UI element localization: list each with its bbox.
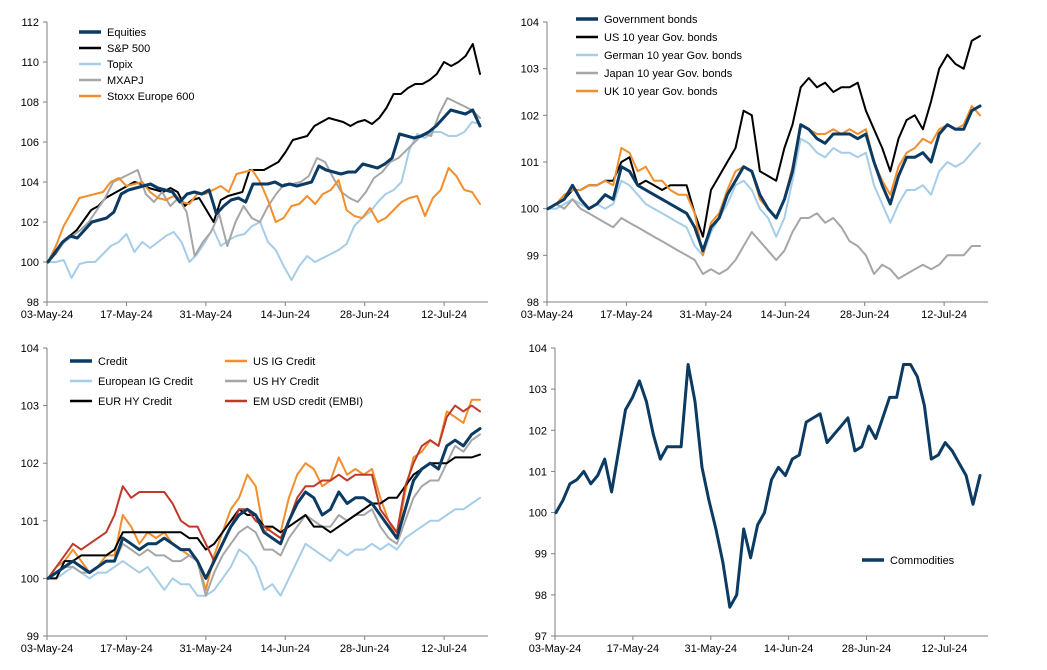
- series-line-em-usd-credit-embi: [47, 404, 481, 580]
- x-tick-label: 12-Jul-24: [421, 643, 467, 655]
- legend-entry: German 10 year Gov. bonds: [604, 50, 742, 62]
- legend-entry: Stoxx Europe 600: [107, 91, 194, 103]
- x-tick-label: 28-Jun-24: [340, 309, 390, 321]
- series-line-commodities: [554, 363, 982, 609]
- y-tick-label: 101: [529, 466, 547, 478]
- legend-entry: US 10 year Gov. bonds: [604, 32, 718, 44]
- y-tick-label: 104: [21, 343, 39, 355]
- legend-entry: US IG Credit: [253, 356, 315, 368]
- x-tick-label: 31-May-24: [684, 643, 737, 655]
- series-line-japan-10-year-gov-bonds: [547, 198, 981, 280]
- y-tick-label: 103: [529, 384, 547, 396]
- x-tick-label: 03-May-24: [529, 643, 582, 655]
- y-tick-label: 102: [521, 110, 539, 122]
- x-tick-label: 14-Jun-24: [260, 643, 310, 655]
- x-tick-label: 12-Jul-24: [921, 643, 967, 655]
- legend-entry: Equities: [107, 27, 147, 39]
- legend-entry: EUR HY Credit: [98, 396, 172, 408]
- y-tick-label: 102: [21, 458, 39, 470]
- series-line-stoxx-europe-600: [47, 167, 481, 263]
- legend-entry: US HY Credit: [253, 376, 319, 388]
- x-tick-label: 28-Jun-24: [842, 643, 892, 655]
- y-tick-label: 100: [21, 257, 39, 269]
- y-tick-label: 100: [21, 573, 39, 585]
- y-tick-label: 99: [527, 250, 539, 262]
- y-tick-label: 102: [529, 425, 547, 437]
- legend-entry: UK 10 year Gov. bonds: [604, 86, 718, 98]
- y-tick-label: 101: [521, 157, 539, 169]
- legend-entry: S&P 500: [107, 43, 150, 55]
- y-tick-label: 99: [27, 631, 39, 643]
- legend: Equities S&P 500 Topix MXAPJ Stoxx Europe 60…: [79, 27, 194, 103]
- legend: Credit US IG Credit European IG Credit US H…: [70, 356, 363, 408]
- series-line-government-bonds: [546, 104, 982, 253]
- legend: Commodities: [862, 555, 955, 567]
- series-line-equities: [46, 108, 482, 264]
- y-tick-label: 102: [21, 217, 39, 229]
- x-tick-label: 28-Jun-24: [340, 643, 390, 655]
- series-line-german-10-year-gov-bonds: [547, 137, 981, 257]
- y-tick-label: 106: [21, 137, 39, 149]
- chart-1: 98 100 102 104 106 108 110 112 03-May-24 17-May-2…: [21, 17, 488, 321]
- legend-entry: European IG Credit: [98, 376, 193, 388]
- chart-4: 97 98 99 100 101 102 103 104 03-May-24 17-May-24 3…: [529, 343, 988, 655]
- y-tick-label: 112: [21, 17, 39, 29]
- y-tick-label: 98: [27, 297, 39, 309]
- x-tick-label: 14-Jun-24: [260, 309, 310, 321]
- x-tick-label: 17-May-24: [100, 309, 153, 321]
- y-tick-label: 99: [535, 549, 547, 561]
- legend-entry: Topix: [107, 59, 133, 71]
- x-tick-label: 28-Jun-24: [840, 309, 890, 321]
- legend-entry: Government bonds: [604, 14, 698, 26]
- series-line-european-ig-credit: [47, 496, 481, 597]
- series-line-topix: [47, 121, 481, 281]
- x-tick-label: 31-May-24: [180, 309, 233, 321]
- legend-entry: Commodities: [890, 555, 955, 567]
- y-tick-label: 103: [21, 401, 39, 413]
- x-tick-label: 03-May-24: [521, 309, 574, 321]
- x-tick-label: 03-May-24: [21, 309, 74, 321]
- x-tick-label: 14-Jun-24: [760, 309, 810, 321]
- y-tick-label: 103: [521, 64, 539, 76]
- chart-3: 99 100 101 102 103 104 03-May-24 17-May-24 31-Ma…: [21, 343, 488, 655]
- y-tick-label: 97: [535, 631, 547, 643]
- y-tick-label: 100: [521, 204, 539, 216]
- y-tick-label: 104: [521, 17, 539, 29]
- y-tick-label: 110: [21, 57, 39, 69]
- y-tick-label: 101: [21, 516, 39, 528]
- x-tick-label: 31-May-24: [680, 309, 733, 321]
- legend-entry: Credit: [98, 356, 127, 368]
- y-tick-label: 108: [21, 97, 39, 109]
- x-tick-label: 17-May-24: [600, 309, 653, 321]
- series-line-credit: [46, 427, 482, 580]
- series-line-us-10-year-gov-bonds: [547, 35, 981, 238]
- y-tick-label: 98: [535, 590, 547, 602]
- x-tick-label: 12-Jul-24: [921, 309, 967, 321]
- chart-2: 98 99 100 101 102 103 104 03-May-24 17-May-24 31-…: [521, 14, 988, 321]
- x-tick-label: 31-May-24: [180, 643, 233, 655]
- y-tick-label: 104: [21, 177, 39, 189]
- y-tick-label: 100: [529, 508, 547, 520]
- x-tick-label: 03-May-24: [21, 643, 74, 655]
- y-tick-label: 104: [529, 343, 547, 355]
- x-tick-label: 17-May-24: [607, 643, 660, 655]
- y-tick-label: 98: [527, 297, 539, 309]
- x-tick-label: 17-May-24: [100, 643, 153, 655]
- legend-entry: EM USD credit (EMBI): [253, 396, 363, 408]
- series-line-s-p-500: [47, 43, 481, 263]
- legend-entry: MXAPJ: [107, 75, 144, 87]
- legend-entry: Japan 10 year Gov. bonds: [604, 68, 733, 80]
- x-tick-label: 14-Jun-24: [764, 643, 814, 655]
- x-tick-label: 12-Jul-24: [421, 309, 467, 321]
- legend: Government bonds US 10 year Gov. bonds Ger…: [576, 14, 742, 98]
